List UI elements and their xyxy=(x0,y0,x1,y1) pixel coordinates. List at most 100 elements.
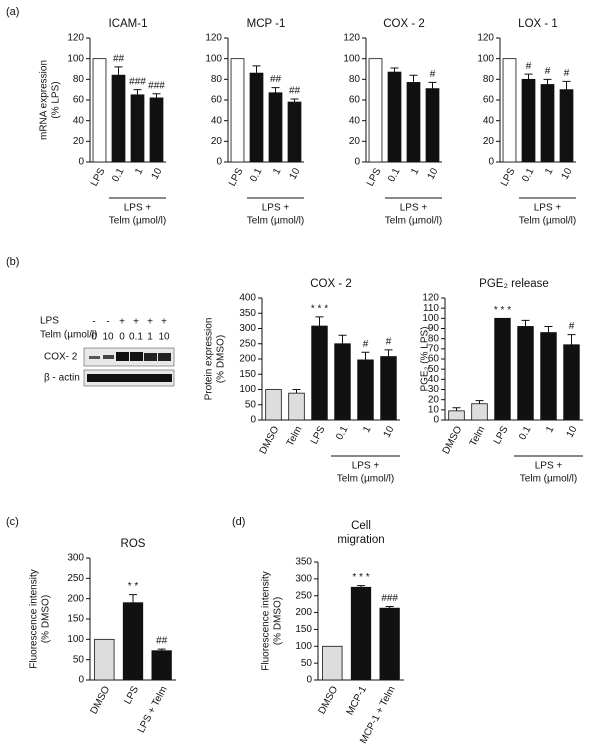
y-axis-label: (% DMSO) xyxy=(41,595,52,643)
significance: # xyxy=(526,61,532,72)
y-axis-label: mRNA expression xyxy=(39,60,50,140)
y-tick-label: 100 xyxy=(67,634,84,645)
x-tick-label: LPS xyxy=(227,166,246,188)
y-tick-label: 60 xyxy=(73,95,85,106)
blot-band xyxy=(87,374,172,382)
blot-band xyxy=(103,355,114,359)
x-tick-label: LPS xyxy=(122,684,141,706)
significance: ### xyxy=(129,76,146,87)
y-tick-label: 0 xyxy=(216,157,222,168)
y-tick-label: 30 xyxy=(428,384,440,395)
significance: ## xyxy=(113,54,125,65)
y-tick-label: 200 xyxy=(67,593,84,604)
bar xyxy=(334,343,351,421)
y-tick-label: 60 xyxy=(211,95,223,106)
y-tick-label: 0 xyxy=(78,157,84,168)
error-bar xyxy=(562,80,571,90)
bar xyxy=(111,74,126,163)
y-tick-label: 300 xyxy=(67,553,84,564)
y-tick-label: 0 xyxy=(488,157,494,168)
error-bar xyxy=(452,407,461,411)
bar xyxy=(521,78,536,163)
y-tick-label: 40 xyxy=(349,115,361,126)
significance: # xyxy=(386,336,392,347)
error-bar xyxy=(292,389,301,394)
x-tick-label: 1 xyxy=(271,166,284,176)
y-tick-label: 70 xyxy=(428,343,440,354)
blot-row-label: Telm (µmol/l) xyxy=(40,330,97,341)
blot-band xyxy=(116,352,129,361)
bar xyxy=(387,71,402,163)
bar xyxy=(92,58,107,163)
x-tick-label: 1 xyxy=(543,166,556,176)
y-tick-label: 200 xyxy=(295,607,312,618)
bar xyxy=(406,82,421,163)
error-bar xyxy=(129,594,137,603)
x-tick-label: 0.1 xyxy=(520,166,536,184)
y-tick-label: 250 xyxy=(239,338,256,349)
y-tick-label: 50 xyxy=(301,658,313,669)
significance: # xyxy=(564,68,570,79)
panel-label: (b) xyxy=(6,256,19,268)
y-tick-label: 60 xyxy=(428,354,440,365)
bar xyxy=(563,344,580,421)
y-tick-label: 0 xyxy=(354,157,360,168)
y-tick-label: 250 xyxy=(67,573,84,584)
significance: * * * xyxy=(311,304,328,315)
x-tick-label: LPS xyxy=(309,424,328,446)
y-tick-label: 100 xyxy=(422,313,439,324)
group-label: Telm (µmol/l) xyxy=(247,216,304,227)
y-axis-label: Fluorescence intensity xyxy=(261,571,272,671)
y-tick-label: 100 xyxy=(295,641,312,652)
y-tick-label: 0 xyxy=(78,675,84,686)
bar xyxy=(471,403,488,421)
bar xyxy=(151,650,172,681)
y-tick-label: 80 xyxy=(483,74,495,85)
error-bar xyxy=(428,81,437,89)
y-tick-label: 110 xyxy=(423,303,439,314)
significance: ### xyxy=(148,80,165,91)
x-tick-label: 10 xyxy=(426,166,441,181)
error-bar xyxy=(157,648,166,651)
significance: * * * xyxy=(494,305,511,316)
chart-title: COX - 2 xyxy=(383,18,425,30)
blot-band xyxy=(130,352,143,361)
y-tick-label: 300 xyxy=(239,323,256,334)
lps-sign: - xyxy=(92,317,95,328)
y-tick-label: 90 xyxy=(428,323,440,334)
y-tick-label: 10 xyxy=(428,404,440,415)
y-tick-label: 50 xyxy=(73,654,85,665)
panel-label: (d) xyxy=(232,516,245,528)
significance: # xyxy=(430,69,436,80)
band-label: COX- 2 xyxy=(44,352,78,363)
group-label: LPS + xyxy=(124,203,152,214)
x-tick-label: 0.1 xyxy=(110,166,126,184)
telm-dose: 1 xyxy=(147,332,153,343)
bar xyxy=(494,317,511,421)
x-tick-label: Telm xyxy=(285,424,305,448)
y-tick-label: 100 xyxy=(343,53,360,64)
x-tick-label: 10 xyxy=(560,166,575,181)
error-bar xyxy=(390,67,399,73)
significance: ## xyxy=(270,74,282,85)
bar xyxy=(94,638,115,681)
y-tick-label: 120 xyxy=(343,33,360,44)
y-axis-label: (% LPS) xyxy=(51,81,62,118)
significance: * * xyxy=(128,581,139,592)
x-tick-label: 10 xyxy=(382,424,397,439)
y-tick-label: 20 xyxy=(211,136,223,147)
group-label: LPS + xyxy=(535,461,563,472)
y-tick-label: 100 xyxy=(239,384,256,395)
y-tick-label: 300 xyxy=(295,573,312,584)
error-bar xyxy=(543,78,552,85)
telm-dose: 10 xyxy=(158,332,170,343)
y-tick-label: 20 xyxy=(428,394,440,405)
bar xyxy=(288,392,305,421)
panel-label: (a) xyxy=(6,6,19,18)
significance: # xyxy=(545,66,551,77)
bar xyxy=(368,58,383,163)
y-tick-label: 80 xyxy=(349,74,361,85)
bar xyxy=(249,72,264,163)
bar xyxy=(379,607,400,681)
chart-title: LOX - 1 xyxy=(518,18,558,30)
